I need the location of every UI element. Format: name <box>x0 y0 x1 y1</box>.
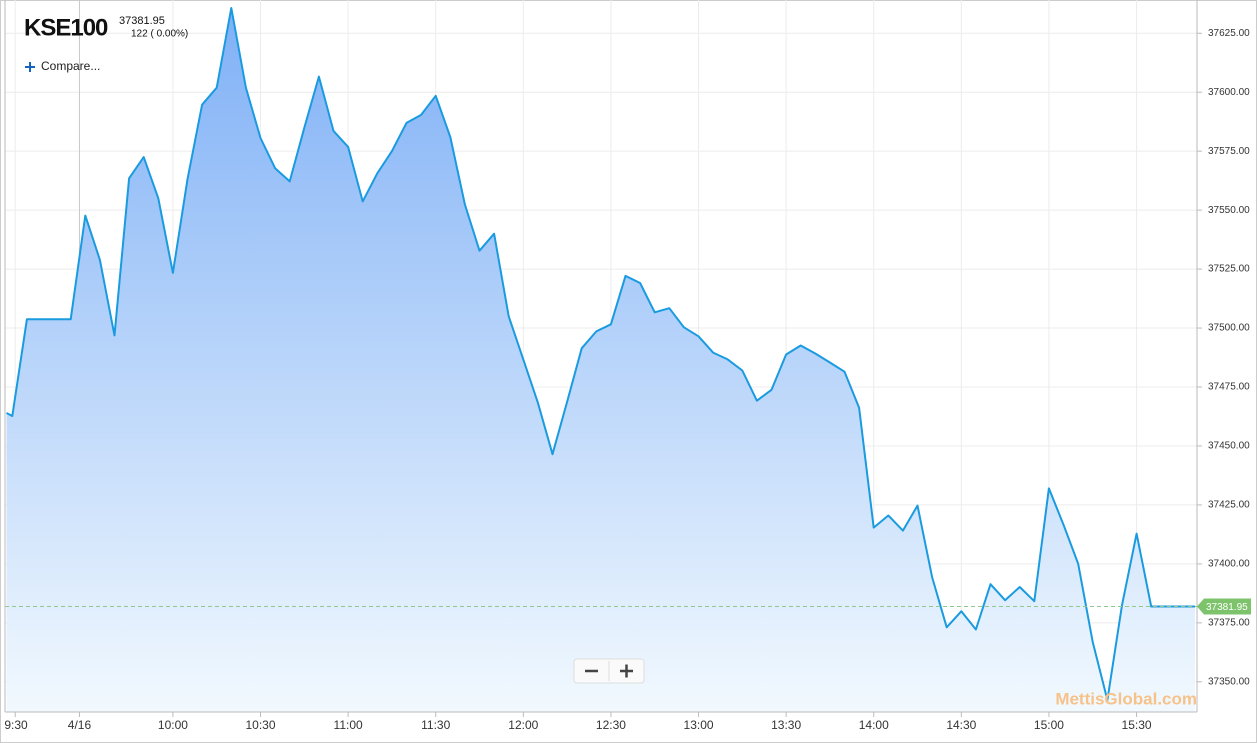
change: 122 ( 0.00%) <box>131 29 188 40</box>
y-tick-label: 37525.00 <box>1208 264 1250 275</box>
x-tick-label: 14:00 <box>859 718 889 732</box>
y-tick-label: 37400.00 <box>1208 559 1250 570</box>
y-tick-label: 37450.00 <box>1208 441 1250 452</box>
x-tick-label: 10:00 <box>158 718 188 732</box>
x-tick-label: 12:30 <box>596 718 626 732</box>
x-tick-label: 15:30 <box>1122 718 1152 732</box>
symbol: KSE100 <box>24 14 108 41</box>
x-tick-label: 9:30 <box>4 718 28 732</box>
y-tick-label: 37600.00 <box>1208 87 1250 98</box>
last-price-tag <box>1197 598 1251 615</box>
price: 37381.95 <box>119 15 165 27</box>
watermark: MettisGlobal.com <box>1055 689 1197 708</box>
x-tick-label: 10:30 <box>245 718 275 732</box>
plus-icon <box>25 62 35 72</box>
y-tick-label: 37575.00 <box>1208 146 1250 157</box>
compare-button[interactable]: Compare... <box>25 59 100 73</box>
x-tick-label: 11:30 <box>421 718 450 732</box>
compare-label: Compare... <box>41 59 100 73</box>
area <box>6 8 1195 712</box>
y-tick-label: 37500.00 <box>1208 323 1250 334</box>
x-tick-label: 13:30 <box>771 718 801 732</box>
price-line <box>6 7 1195 701</box>
y-tick-label: 37375.00 <box>1208 617 1250 628</box>
last-price-label: 37381.95 <box>1206 602 1248 613</box>
x-tick-label: 4/16 <box>68 718 92 732</box>
y-tick-label: 37425.00 <box>1208 500 1250 511</box>
x-tick-label: 13:00 <box>684 718 714 732</box>
x-tick-label: 11:00 <box>334 718 363 732</box>
x-tick-label: 14:30 <box>946 718 976 732</box>
x-tick-label: 12:00 <box>508 718 538 732</box>
y-tick-label: 37475.00 <box>1208 382 1250 393</box>
y-tick-label: 37550.00 <box>1208 205 1250 216</box>
x-tick-label: 15:00 <box>1034 718 1064 732</box>
zoom-in[interactable] <box>620 664 633 678</box>
y-tick-label: 37350.00 <box>1208 676 1250 687</box>
y-tick-label: 37625.00 <box>1208 28 1250 39</box>
zoom-controls <box>573 658 645 684</box>
